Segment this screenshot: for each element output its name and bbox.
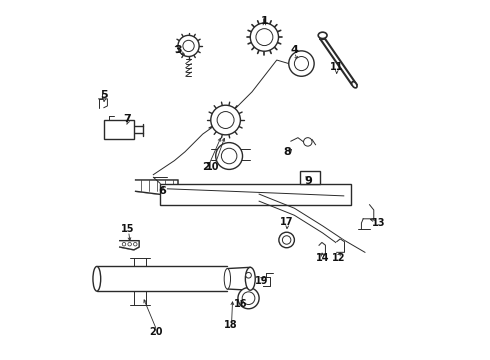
Text: 6: 6 xyxy=(158,186,166,196)
Circle shape xyxy=(133,242,137,246)
Text: 16: 16 xyxy=(234,299,247,309)
Circle shape xyxy=(304,138,312,146)
Text: 5: 5 xyxy=(100,90,108,100)
Circle shape xyxy=(250,23,278,51)
Circle shape xyxy=(183,40,194,51)
Circle shape xyxy=(294,57,309,71)
Circle shape xyxy=(279,232,294,248)
Ellipse shape xyxy=(224,269,230,289)
Ellipse shape xyxy=(318,32,327,39)
Bar xyxy=(160,184,351,205)
Bar xyxy=(300,171,320,184)
Polygon shape xyxy=(120,241,139,250)
Text: 3: 3 xyxy=(174,45,182,55)
Text: 10: 10 xyxy=(206,162,220,172)
Circle shape xyxy=(217,112,234,129)
Circle shape xyxy=(221,148,237,164)
Circle shape xyxy=(238,288,259,309)
Text: 18: 18 xyxy=(224,320,238,330)
Ellipse shape xyxy=(93,266,101,291)
Circle shape xyxy=(242,292,255,305)
Circle shape xyxy=(216,143,243,170)
Ellipse shape xyxy=(352,82,357,88)
Circle shape xyxy=(128,242,131,246)
Text: 19: 19 xyxy=(255,275,269,285)
Circle shape xyxy=(256,29,273,46)
Text: 11: 11 xyxy=(330,62,343,72)
Text: 9: 9 xyxy=(305,176,313,186)
Text: 14: 14 xyxy=(316,253,329,263)
Circle shape xyxy=(289,51,314,76)
Text: 4: 4 xyxy=(291,45,298,55)
Bar xyxy=(104,120,134,139)
Circle shape xyxy=(122,242,126,246)
Ellipse shape xyxy=(245,267,255,290)
Text: 7: 7 xyxy=(123,114,131,124)
Text: 20: 20 xyxy=(149,327,163,337)
Polygon shape xyxy=(337,239,344,252)
Polygon shape xyxy=(319,242,325,254)
Text: 13: 13 xyxy=(372,218,386,228)
Circle shape xyxy=(178,35,199,57)
Text: 1: 1 xyxy=(261,15,269,26)
Text: 8: 8 xyxy=(283,147,291,157)
Circle shape xyxy=(245,273,251,278)
Text: 15: 15 xyxy=(121,224,135,234)
Text: 12: 12 xyxy=(332,253,345,263)
Circle shape xyxy=(282,236,291,244)
Text: 17: 17 xyxy=(280,217,294,227)
Polygon shape xyxy=(136,180,178,195)
Text: 2: 2 xyxy=(202,162,210,172)
Circle shape xyxy=(211,105,241,135)
